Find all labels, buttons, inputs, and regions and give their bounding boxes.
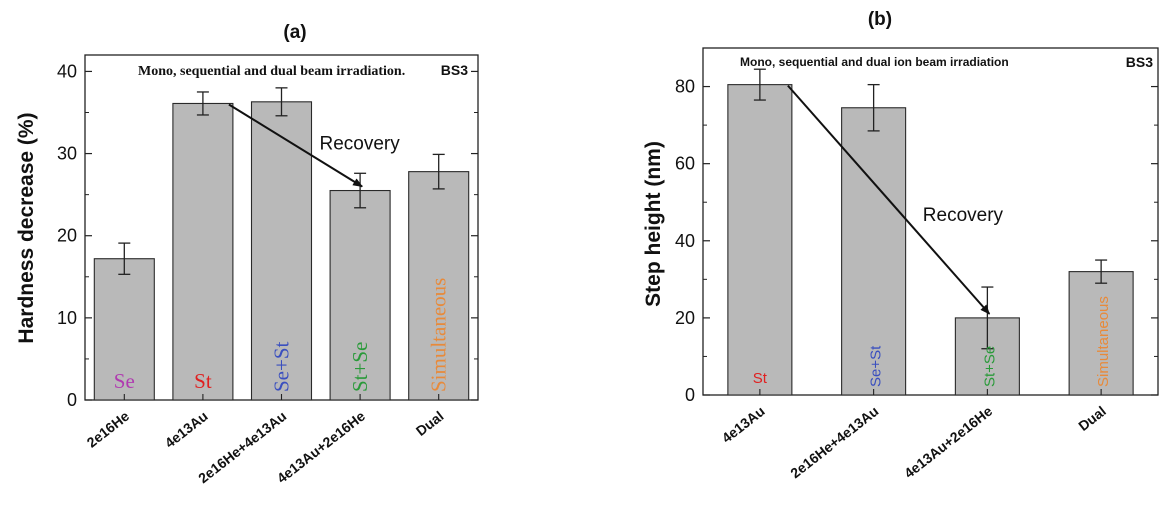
- panel-b-bar-0: [727, 84, 793, 396]
- panel-a: (a) Hardness decrease (%) Mono, sequenti…: [15, 22, 479, 486]
- panel-b-ytick-label-4: 80: [675, 77, 695, 97]
- panel-a-bar-1: [172, 102, 234, 401]
- panel-a-bar-label-3: St+Se: [348, 342, 372, 392]
- panel-a-category-label-4: Dual: [413, 408, 447, 439]
- panel-b-bar-1: [841, 107, 907, 396]
- panel-b-label: (b): [868, 9, 892, 30]
- panel-a-ytick-label-3: 30: [57, 144, 77, 164]
- panel-a-bar-2: [250, 101, 313, 401]
- panel-a-bar-4: [408, 171, 470, 401]
- panel-a-bar-label-2: Se+St: [270, 341, 294, 392]
- panel-a-ytick-label-2: 20: [57, 226, 77, 246]
- panel-b-category-label-2: 4e13Au+2e16He: [901, 403, 995, 482]
- panel-b-inner-title: Mono, sequential and dual ion beam irrad…: [740, 55, 1009, 69]
- panel-b-bar-label-3: Simultaneous: [1095, 296, 1112, 387]
- panel-a-bar-label-0: Se: [114, 369, 135, 393]
- panel-b-ytick-label-3: 60: [675, 154, 695, 174]
- panel-a-ytick-label-1: 10: [57, 308, 77, 328]
- panel-a-tag: BS3: [441, 62, 468, 78]
- panel-b-recovery-arrow: [787, 84, 991, 315]
- panel-a-inner-title: Mono, sequential and dual beam irradiati…: [138, 64, 405, 79]
- panel-a-ytick-label-4: 40: [57, 61, 77, 81]
- panel-a-marks: 010203040Se2e16HeSt4e13AuSe+St2e16He+4e1…: [57, 61, 478, 486]
- panel-b-category-label-0: 4e13Au: [719, 403, 768, 446]
- panel-a-bar-0: [93, 258, 155, 401]
- panel-a-bar-label-4: Simultaneous: [427, 278, 451, 392]
- panel-a-recovery-arrow: [228, 103, 363, 188]
- panel-b-bar-label-0: St: [753, 370, 768, 387]
- panel-b-y-axis-title: Step height (nm): [642, 141, 665, 307]
- panel-b-bar-3: [1068, 271, 1134, 396]
- panel-b-category-label-3: Dual: [1075, 403, 1109, 434]
- panel-b-tag: BS3: [1126, 54, 1153, 70]
- panel-b-category-label-1: 2e16He+4e13Au: [787, 403, 881, 482]
- panel-b-ytick-label-1: 20: [675, 308, 695, 328]
- panel-b-recovery-label: Recovery: [923, 205, 1004, 226]
- panel-a-category-label-0: 2e16He: [84, 408, 133, 451]
- panel-a-label: (a): [283, 22, 306, 43]
- panel-a-y-axis-title: Hardness decrease (%): [15, 112, 38, 343]
- panel-b-bar-label-1: Se+St: [868, 345, 885, 387]
- panel-b-bar-label-2: St+Se: [981, 346, 998, 387]
- panel-a-recovery-label: Recovery: [319, 133, 400, 154]
- panel-b: (b) Step height (nm) Mono, sequential an…: [642, 9, 1159, 482]
- panel-b-marks: 0 20 40 60 80 St 4e13Au Se+St 2e16He+4e13Au St+Se…: [675, 68, 1158, 482]
- panel-a-category-label-1: 4e13Au: [162, 408, 211, 451]
- panel-a-bar-label-1: St: [194, 369, 212, 393]
- panel-b-ytick-label-0: 0: [685, 385, 695, 405]
- panel-b-ytick-label-2: 40: [675, 231, 695, 251]
- panel-b-plot-frame: [702, 47, 1159, 396]
- panel-a-ytick-label-0: 0: [67, 390, 77, 410]
